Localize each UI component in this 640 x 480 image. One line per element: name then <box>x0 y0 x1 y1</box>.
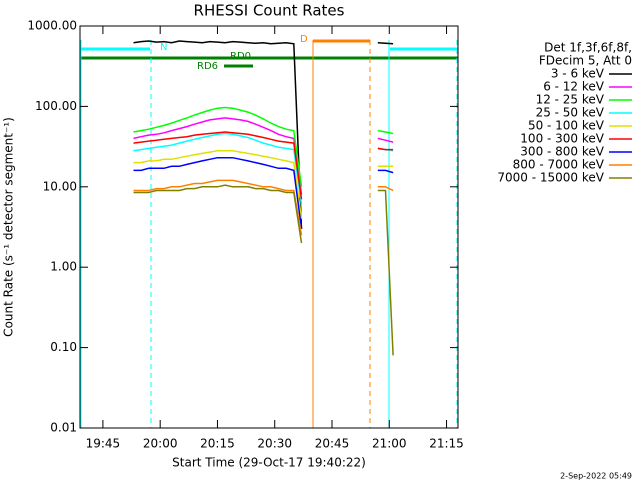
x-tick-label: 20:45 <box>315 437 350 451</box>
legend-header: Det 1f,3f,6f,8f, <box>544 41 632 55</box>
x-tick-label: 21:00 <box>372 437 407 451</box>
y-axis-label: Count Rate (s⁻¹ detector segment⁻¹) <box>2 117 16 337</box>
footer: 2-Sep-2022 05:49 <box>560 472 632 480</box>
series-line <box>133 40 394 229</box>
series-line <box>133 184 394 356</box>
series-line <box>133 106 394 187</box>
x-tick-label: 20:15 <box>200 437 235 451</box>
series-line <box>133 179 394 236</box>
annotation: N <box>160 42 167 53</box>
y-tick-label: 1.00 <box>50 260 77 274</box>
legend-label: 7000 - 15000 keV <box>497 171 604 185</box>
legend-label: 25 - 50 keV <box>536 106 605 120</box>
x-tick-label: 20:30 <box>257 437 292 451</box>
x-tick-label: 19:45 <box>86 437 121 451</box>
legend-label: 300 - 800 keV <box>520 145 604 159</box>
annotation: RD0 <box>230 51 251 62</box>
y-tick-label: 0.01 <box>50 421 77 435</box>
series-line <box>133 117 394 195</box>
legend-label: 3 - 6 keV <box>551 67 605 81</box>
y-tick-label: 100.00 <box>35 99 77 113</box>
y-tick-label: 10.00 <box>43 179 77 193</box>
series-line <box>133 131 394 200</box>
plot-frame <box>79 25 459 429</box>
legend-label: 6 - 12 keV <box>543 80 605 94</box>
legend-header: FDecim 5, Att 0 <box>539 54 632 68</box>
legend-label: 50 - 100 keV <box>528 119 605 133</box>
legend-label: 800 - 7000 keV <box>513 158 605 172</box>
y-tick-label: 1000.00 <box>27 19 77 33</box>
annotation: RD6 <box>197 61 218 72</box>
legend-label: 12 - 25 keV <box>536 93 605 107</box>
series-line <box>133 150 394 219</box>
flag-bars: N RD0 RD6 D <box>80 34 458 428</box>
series-line <box>133 156 394 229</box>
y-tick-label: 0.10 <box>50 340 77 354</box>
legend-label: 100 - 300 keV <box>520 132 604 146</box>
chart-title: RHESSI Count Rates <box>194 2 345 20</box>
x-tick-label: 21:15 <box>429 437 464 451</box>
x-axis-label: Start Time (29-Oct-17 19:40:22) <box>172 456 366 470</box>
annotation: D <box>300 34 308 45</box>
x-tick-label: 20:00 <box>143 437 178 451</box>
